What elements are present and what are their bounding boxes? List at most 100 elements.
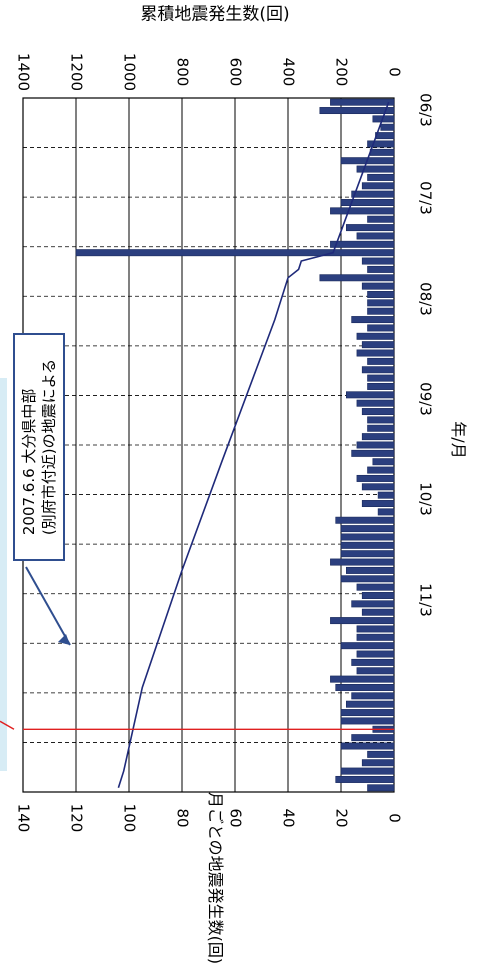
bar (367, 374, 395, 382)
bar (356, 650, 395, 658)
bar (361, 182, 395, 190)
bar (330, 558, 395, 566)
left-axis-tick: 0 (385, 813, 404, 823)
annotation-arrowhead (58, 634, 70, 645)
bar (75, 249, 395, 257)
bar (367, 215, 395, 223)
left-axis-tick: 60 (226, 808, 245, 828)
right-axis-tick: 1200 (67, 52, 86, 92)
bar (340, 642, 395, 650)
bar (340, 709, 395, 717)
x-axis-title: 年/月 (449, 421, 468, 459)
bar (356, 232, 395, 240)
bar (367, 173, 395, 181)
bar (367, 416, 395, 424)
bar (367, 784, 395, 792)
bar (377, 491, 395, 499)
bar (367, 140, 395, 148)
bar (356, 583, 395, 591)
bar (319, 274, 395, 282)
left-axis-tick: 120 (67, 803, 86, 833)
bar (372, 458, 395, 466)
bar (330, 617, 395, 625)
annotation-line-2: (別府市付近)の地震による (40, 358, 58, 536)
right-axis-tick: 400 (279, 57, 298, 87)
bar (330, 98, 395, 106)
x-axis-tick: 07/3 (416, 181, 435, 216)
bar (361, 433, 395, 441)
left-axis-tick: 140 (14, 803, 33, 833)
left-axis-tick: 20 (332, 808, 351, 828)
bar (367, 357, 395, 365)
annotation-line-1: 2007.6.6 大分県中部 (20, 388, 38, 536)
bar (356, 441, 395, 449)
bar (377, 508, 395, 516)
bar (356, 625, 395, 633)
bar (340, 533, 395, 541)
bar (356, 633, 395, 641)
right-axis-tick: 1400 (14, 52, 33, 92)
cumulative-line (117, 101, 390, 789)
left-axis-tick: 40 (279, 808, 298, 828)
right-axis-tick: 600 (226, 57, 245, 87)
chart-stage: 0 20 40 60 80 100 120 140 0 200 400 600 800 1000 1200 1… (0, 6, 468, 964)
bar (361, 608, 395, 616)
bar (361, 408, 395, 416)
bar (361, 483, 395, 491)
x-axis-tick: 06/3 (416, 93, 435, 127)
bar (345, 566, 395, 574)
bar (361, 282, 395, 290)
bar (340, 575, 395, 583)
bar (367, 299, 395, 307)
bar (375, 132, 395, 140)
x-axis-tick: 10/3 (416, 482, 435, 517)
bar (367, 324, 395, 332)
right-axis-tick: 1000 (120, 52, 139, 92)
bar (351, 658, 395, 666)
x-axis-tick: 08/3 (416, 281, 435, 316)
chart-svg (0, 97, 395, 793)
bar (367, 424, 395, 432)
bar (356, 349, 395, 357)
bar (340, 525, 395, 533)
right-axis-tick: 200 (332, 57, 351, 87)
bar (330, 240, 395, 248)
bar (330, 675, 395, 683)
bar (345, 224, 395, 232)
marker-arrow (0, 720, 15, 730)
bar (356, 399, 395, 407)
bar (335, 516, 395, 524)
bar (340, 550, 395, 558)
bar (351, 734, 395, 742)
annotation-box: 2007.6.6 大分県中部 (別府市付近)の地震による (13, 333, 65, 561)
bar (335, 684, 395, 691)
bar (361, 759, 395, 767)
bar (351, 190, 395, 198)
bar (351, 600, 395, 608)
annotation-text: 2007.6.6 大分県中部 (別府市付近)の地震による (19, 359, 59, 535)
bar (356, 667, 395, 675)
left-axis-title: 月ごとの地震発生数(回) (206, 791, 225, 964)
bar (345, 700, 395, 708)
left-axis-tick: 80 (173, 808, 192, 828)
bar (367, 466, 395, 474)
bar (367, 750, 395, 758)
bar (361, 257, 395, 265)
x-axis-tick: 09/3 (416, 382, 435, 416)
bar (361, 592, 395, 599)
bar (351, 316, 395, 324)
right-axis-tick: 0 (385, 67, 404, 77)
bar (340, 541, 395, 549)
background-strip (0, 378, 7, 771)
annotation-arrow (25, 566, 71, 646)
bar (340, 742, 395, 750)
bar (367, 291, 395, 298)
bar (367, 382, 395, 390)
bar (351, 692, 395, 700)
bar (356, 165, 395, 173)
right-axis-tick: 800 (173, 57, 192, 87)
bar (369, 148, 395, 156)
bar (340, 717, 395, 725)
bar (335, 775, 395, 783)
bar (367, 265, 395, 273)
